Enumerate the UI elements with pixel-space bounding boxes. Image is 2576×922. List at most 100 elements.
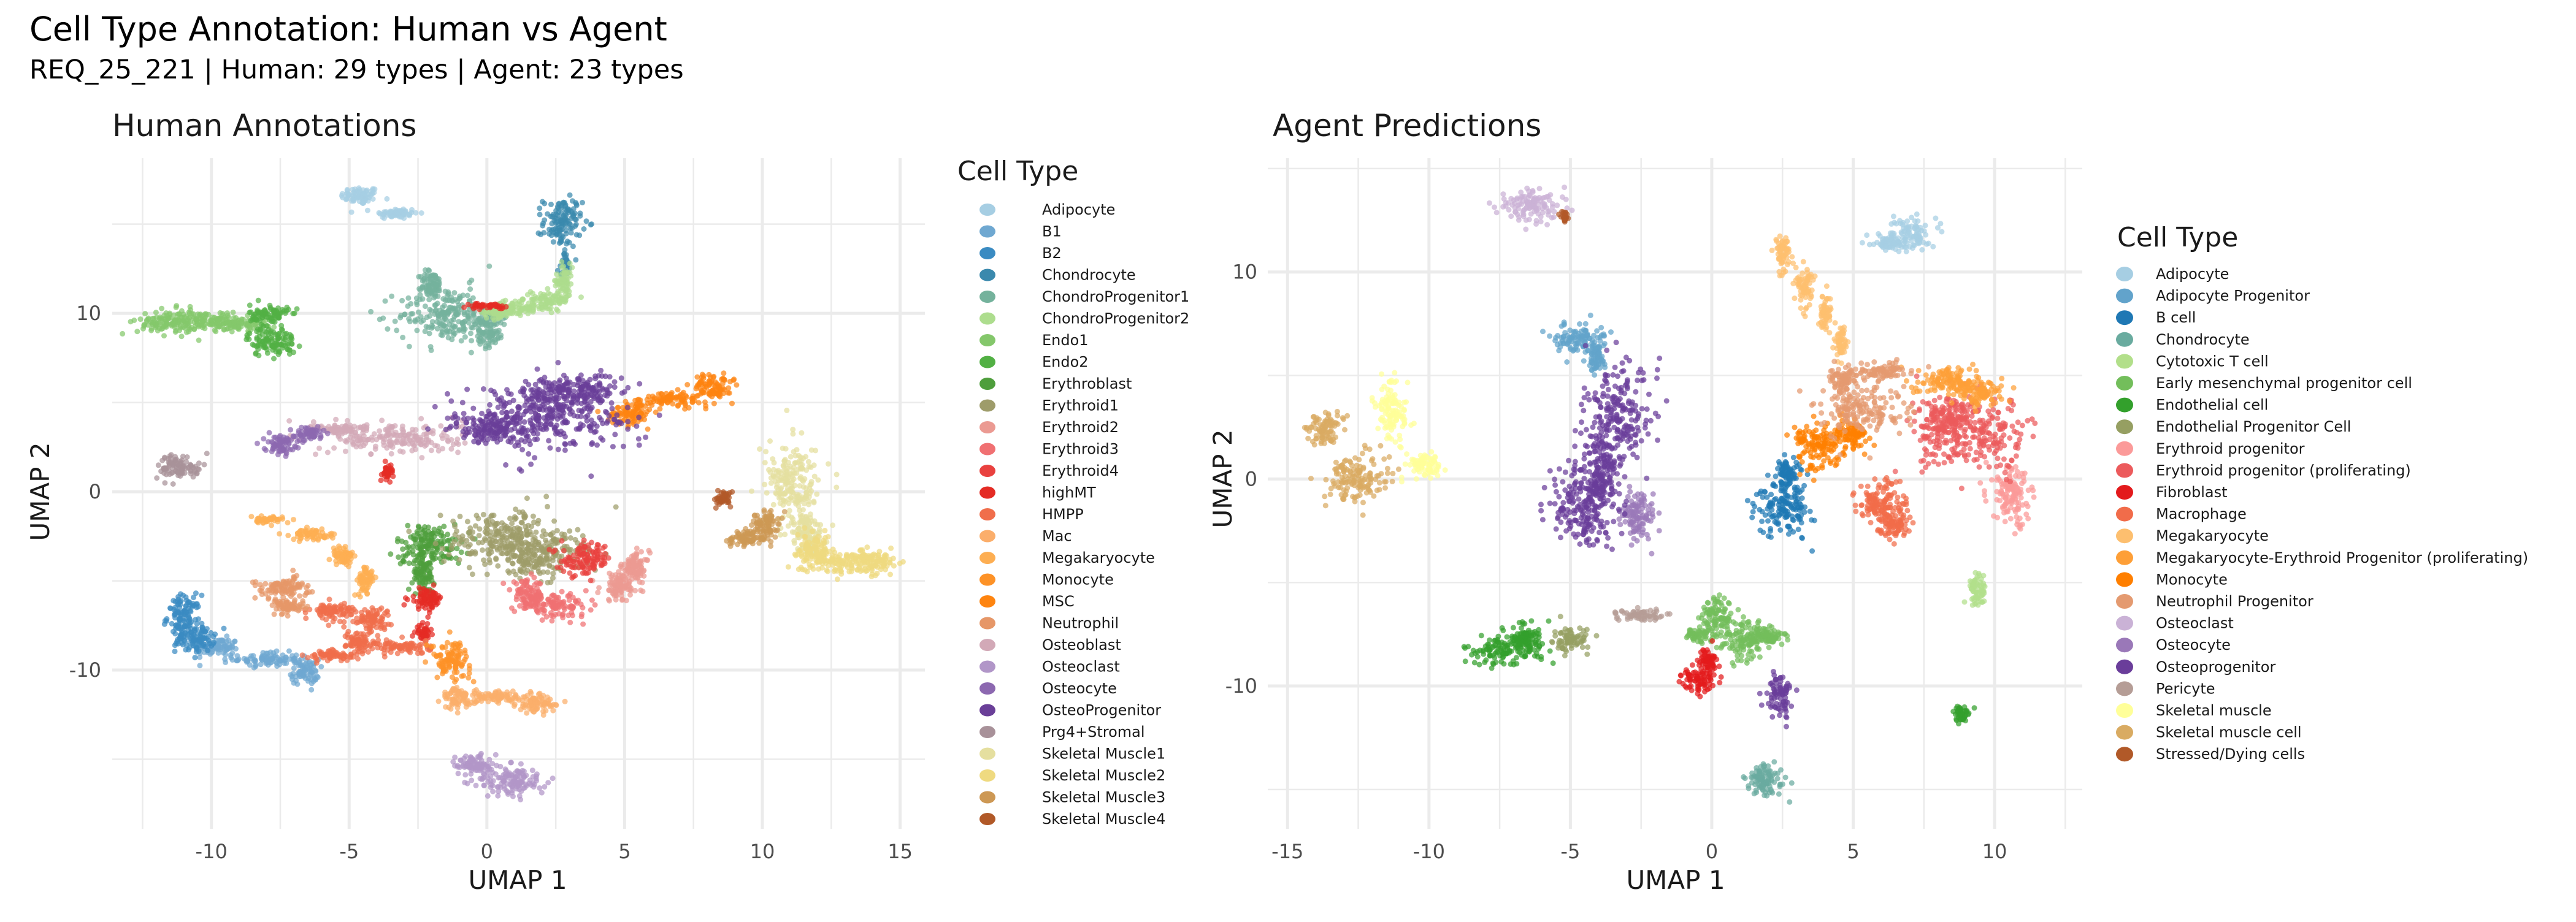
data-point bbox=[589, 539, 594, 545]
data-point bbox=[349, 210, 355, 215]
data-point bbox=[231, 324, 237, 329]
data-point bbox=[197, 313, 202, 318]
data-point bbox=[481, 512, 486, 517]
data-point bbox=[268, 649, 274, 655]
data-point bbox=[429, 632, 435, 638]
data-point bbox=[341, 619, 347, 625]
data-point bbox=[630, 573, 635, 578]
data-point bbox=[564, 286, 569, 291]
data-point bbox=[245, 335, 250, 340]
data-point bbox=[519, 520, 525, 525]
data-point bbox=[256, 341, 261, 347]
data-point bbox=[383, 299, 388, 304]
data-point bbox=[477, 533, 482, 538]
data-point bbox=[638, 549, 644, 555]
data-point bbox=[616, 569, 621, 574]
data-point bbox=[290, 578, 296, 584]
data-point bbox=[595, 590, 600, 595]
data-point bbox=[309, 528, 314, 533]
data-point bbox=[291, 536, 296, 542]
data-point bbox=[275, 341, 280, 347]
data-point bbox=[397, 208, 402, 213]
data-point bbox=[707, 378, 712, 384]
data-point bbox=[291, 671, 296, 676]
data-point bbox=[424, 621, 430, 627]
data-point bbox=[694, 386, 699, 391]
data-point bbox=[675, 387, 681, 392]
data-point bbox=[551, 218, 557, 223]
data-point bbox=[521, 511, 527, 517]
data-point bbox=[253, 311, 258, 317]
data-point bbox=[379, 417, 385, 423]
data-point bbox=[438, 512, 443, 518]
data-point bbox=[408, 311, 414, 317]
data-point bbox=[187, 608, 193, 614]
data-point bbox=[402, 311, 408, 317]
data-point bbox=[525, 531, 531, 537]
data-point bbox=[495, 563, 500, 569]
data-point bbox=[438, 322, 443, 328]
data-point bbox=[450, 651, 455, 657]
data-point bbox=[373, 444, 378, 449]
data-point bbox=[443, 289, 448, 294]
data-point bbox=[386, 424, 392, 429]
data-point bbox=[450, 674, 455, 680]
data-point bbox=[186, 647, 191, 652]
data-point bbox=[438, 652, 443, 658]
data-point bbox=[451, 442, 456, 448]
data-point bbox=[684, 382, 690, 387]
data-point bbox=[508, 304, 514, 310]
data-point bbox=[639, 402, 645, 408]
data-point bbox=[456, 654, 461, 660]
data-point bbox=[566, 208, 572, 213]
data-point bbox=[592, 602, 598, 608]
data-point bbox=[569, 230, 574, 235]
data-point bbox=[436, 316, 442, 321]
data-point bbox=[514, 531, 519, 536]
data-point bbox=[581, 538, 587, 543]
data-point bbox=[352, 592, 358, 598]
data-point bbox=[573, 537, 578, 543]
data-point bbox=[588, 608, 594, 613]
data-point bbox=[567, 604, 572, 610]
data-point bbox=[221, 626, 227, 631]
data-point bbox=[450, 519, 456, 524]
series-neutrophil bbox=[250, 568, 315, 619]
data-point bbox=[361, 634, 366, 640]
data-point bbox=[229, 329, 235, 335]
data-point bbox=[541, 230, 546, 235]
data-point bbox=[390, 444, 396, 450]
data-point bbox=[254, 335, 259, 341]
data-point bbox=[680, 391, 685, 397]
data-point bbox=[418, 319, 424, 325]
data-point bbox=[638, 559, 643, 565]
data-point bbox=[233, 646, 239, 652]
data-point bbox=[194, 621, 199, 627]
data-point bbox=[578, 294, 584, 300]
data-point bbox=[353, 631, 359, 636]
data-point bbox=[385, 326, 390, 332]
data-point bbox=[606, 597, 611, 603]
data-point bbox=[323, 606, 328, 611]
data-point bbox=[588, 222, 594, 227]
data-point bbox=[175, 623, 180, 629]
data-point bbox=[720, 381, 726, 386]
data-point bbox=[360, 430, 366, 436]
data-point bbox=[647, 550, 653, 555]
data-point bbox=[488, 529, 494, 535]
data-point bbox=[475, 516, 481, 521]
data-point bbox=[476, 338, 481, 343]
data-point bbox=[289, 653, 295, 658]
data-point bbox=[280, 516, 285, 522]
data-point bbox=[378, 478, 384, 483]
data-point bbox=[553, 537, 559, 543]
data-point bbox=[541, 528, 546, 534]
data-point bbox=[298, 661, 304, 667]
data-point bbox=[533, 559, 539, 565]
data-point bbox=[272, 308, 277, 314]
data-point bbox=[514, 596, 519, 602]
data-point bbox=[545, 211, 550, 217]
data-point bbox=[542, 201, 547, 207]
data-point bbox=[384, 470, 389, 475]
data-point bbox=[518, 707, 524, 712]
